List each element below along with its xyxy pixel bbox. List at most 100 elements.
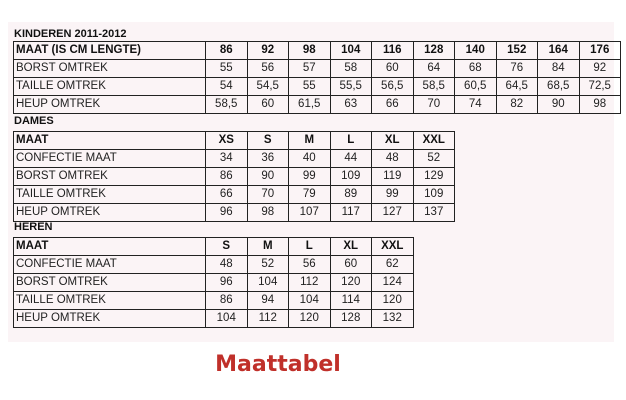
size-table-dames: MAAT XS S M L XL XXL CONFECTIE MAAT 34 36 40 44 48 52… (13, 131, 455, 222)
table-cell: 104 (205, 309, 248, 328)
row-label: TAILLE OMTREK (13, 77, 206, 96)
table-cell: 104 (329, 41, 372, 60)
table-cell: 76 (495, 59, 538, 78)
table-cell: 112 (246, 309, 289, 328)
table-row: BORST OMTREK 86 90 99 109 119 129 (13, 167, 455, 186)
table-header-row: MAAT (IS CM LENGTE) 86 92 98 104 116 128 140 152… (13, 41, 621, 60)
size-table-heren: MAAT S M L XL XXL CONFECTIE MAAT 48 52 56 60 62 BORS… (13, 237, 414, 328)
table-cell: 176 (578, 41, 621, 60)
section-title-kinderen: KINDEREN 2011-2012 (14, 28, 127, 40)
table-cell: 60 (246, 95, 289, 114)
table-cell: 128 (329, 309, 372, 328)
table-cell: 56 (288, 255, 331, 274)
table-cell: 58 (329, 59, 372, 78)
table-cell: 98 (288, 41, 331, 60)
table-row: HEUP OMTREK 104 112 120 128 132 (13, 309, 414, 328)
table-cell: 84 (537, 59, 580, 78)
table-cell: 107 (288, 203, 331, 222)
table-row: TAILLE OMTREK 54 54,5 55 55,5 56,5 58,5 60,5 64,… (13, 77, 621, 96)
table-cell: 109 (329, 167, 372, 186)
row-label: HEUP OMTREK (13, 95, 206, 114)
table-cell: 119 (371, 167, 414, 186)
table-cell: 89 (329, 185, 372, 204)
table-cell: L (329, 131, 372, 150)
table-cell: 86 (205, 291, 248, 310)
table-cell: 62 (371, 255, 414, 274)
table-cell: 92 (578, 59, 621, 78)
table-row: HEUP OMTREK 96 98 107 117 127 137 (13, 203, 455, 222)
table-cell: XXL (371, 237, 414, 256)
table-cell: 58,5 (412, 77, 455, 96)
table-cell: 57 (288, 59, 331, 78)
table-cell: 98 (246, 203, 289, 222)
table-cell: 40 (288, 149, 331, 168)
table-cell: 99 (288, 167, 331, 186)
table-row: HEUP OMTREK 58,5 60 61,5 63 66 70 74 82 90 98 (13, 95, 621, 114)
table-cell: M (246, 237, 289, 256)
table-cell: 94 (246, 291, 289, 310)
table-cell: 120 (329, 273, 372, 292)
table-row: TAILLE OMTREK 66 70 79 89 99 109 (13, 185, 455, 204)
table-cell: 55 (288, 77, 331, 96)
table-cell: 129 (412, 167, 455, 186)
table-cell: 60 (371, 59, 414, 78)
table-cell: 55 (205, 59, 248, 78)
table-cell: L (288, 237, 331, 256)
table-cell: 112 (288, 273, 331, 292)
table-cell: 34 (205, 149, 248, 168)
table-cell: 64,5 (495, 77, 538, 96)
table-cell: M (288, 131, 331, 150)
size-table-kinderen: MAAT (IS CM LENGTE) 86 92 98 104 116 128 140 152… (13, 41, 621, 114)
table-cell: XXL (412, 131, 455, 150)
table-cell: 61,5 (288, 95, 331, 114)
table-cell: S (205, 237, 248, 256)
row-label: BORST OMTREK (13, 59, 206, 78)
table-cell: 90 (537, 95, 580, 114)
row-label: CONFECTIE MAAT (13, 255, 206, 274)
row-label: TAILLE OMTREK (13, 185, 206, 204)
table-cell: 56,5 (371, 77, 414, 96)
table-cell: 44 (329, 149, 372, 168)
table-cell: 72,5 (578, 77, 621, 96)
table-cell: 82 (495, 95, 538, 114)
table-cell: 70 (412, 95, 455, 114)
table-cell: 52 (246, 255, 289, 274)
table-cell: 48 (205, 255, 248, 274)
table-cell: 104 (288, 291, 331, 310)
table-cell: 56 (246, 59, 289, 78)
table-cell: 60 (329, 255, 372, 274)
table-cell: 66 (205, 185, 248, 204)
table-row: BORST OMTREK 96 104 112 120 124 (13, 273, 414, 292)
table-cell: 152 (495, 41, 538, 60)
table-cell: 54,5 (246, 77, 289, 96)
table-cell: 99 (371, 185, 414, 204)
table-cell: 63 (329, 95, 372, 114)
table-cell: 109 (412, 185, 455, 204)
table-cell: 58,5 (205, 95, 248, 114)
section-title-heren: HEREN (14, 221, 53, 233)
table-cell: 128 (412, 41, 455, 60)
table-cell: 86 (205, 167, 248, 186)
table-cell: XS (205, 131, 248, 150)
table-cell: 96 (205, 273, 248, 292)
row-label: HEUP OMTREK (13, 309, 206, 328)
table-cell: 79 (288, 185, 331, 204)
table-cell: 90 (246, 167, 289, 186)
caption-maattabel: Maattabel (215, 352, 341, 377)
table-header-row: MAAT S M L XL XXL (13, 237, 414, 256)
row-label: BORST OMTREK (13, 167, 206, 186)
table-row: CONFECTIE MAAT 34 36 40 44 48 52 (13, 149, 455, 168)
table-cell: 164 (537, 41, 580, 60)
row-label: MAAT (13, 131, 206, 150)
table-cell: 117 (329, 203, 372, 222)
table-cell: 48 (371, 149, 414, 168)
table-cell: 52 (412, 149, 455, 168)
table-cell: 114 (329, 291, 372, 310)
table-cell: 127 (371, 203, 414, 222)
table-header-row: MAAT XS S M L XL XXL (13, 131, 455, 150)
table-cell: 132 (371, 309, 414, 328)
table-cell: 60,5 (454, 77, 497, 96)
table-cell: 137 (412, 203, 455, 222)
table-cell: 124 (371, 273, 414, 292)
table-cell: 116 (371, 41, 414, 60)
